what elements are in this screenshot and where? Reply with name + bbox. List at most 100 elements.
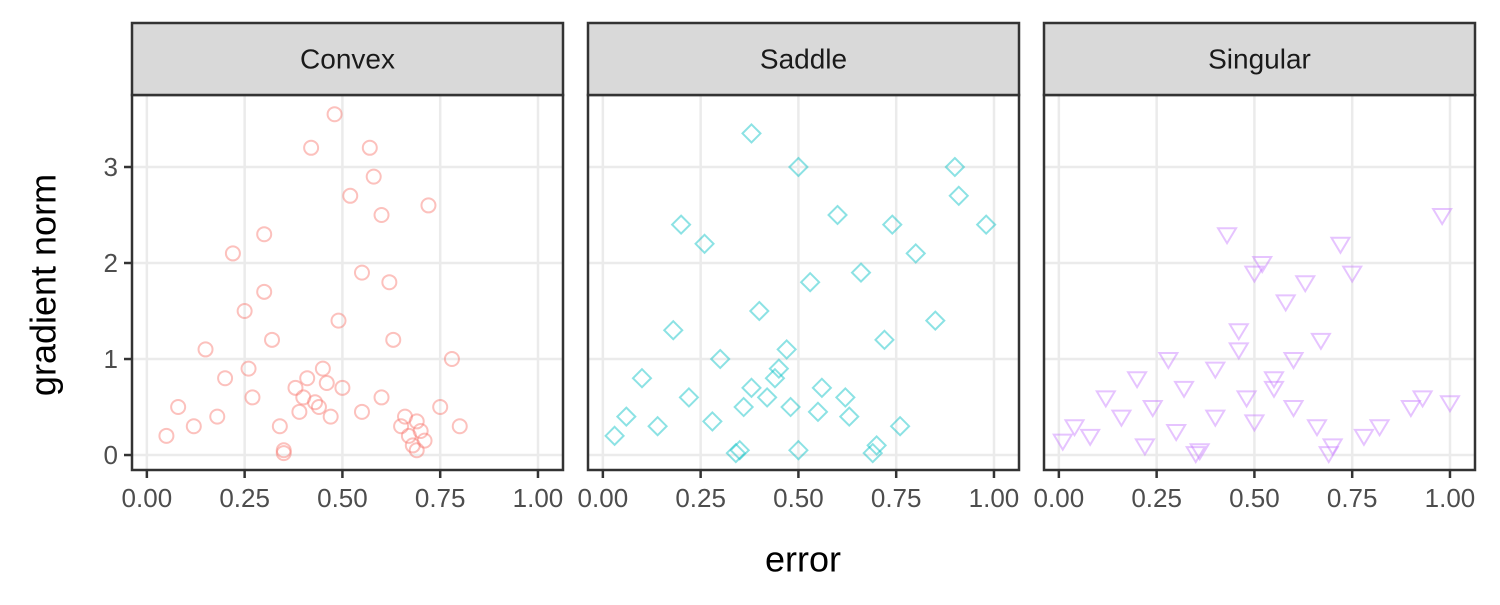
point (862, 442, 884, 464)
point (365, 168, 382, 185)
point (725, 442, 747, 464)
point (788, 156, 809, 178)
point (905, 242, 927, 264)
point (1184, 446, 1207, 465)
point (1321, 438, 1344, 457)
point (881, 214, 903, 236)
point (1243, 265, 1266, 284)
y-tick-label: 2 (104, 248, 118, 278)
point (768, 358, 790, 380)
point (432, 399, 449, 416)
x-tick-label: 0.00 (578, 483, 629, 513)
point (385, 331, 402, 348)
point (170, 399, 187, 416)
point (240, 360, 257, 377)
x-tick-label: 0.25 (219, 483, 270, 513)
point (342, 187, 359, 204)
point (1204, 409, 1227, 428)
point (834, 387, 856, 408)
point (381, 274, 398, 291)
point (217, 370, 234, 387)
point (889, 415, 911, 437)
point (244, 389, 261, 406)
x-tick-label: 0.75 (1327, 483, 1378, 513)
point (780, 396, 802, 418)
point (1368, 419, 1391, 438)
y-axis-title: gradient norm (23, 174, 64, 396)
point (412, 423, 429, 440)
point (944, 156, 966, 178)
point (1263, 371, 1285, 390)
point (1204, 361, 1227, 380)
point (1228, 342, 1250, 361)
x-axis-title: error (765, 539, 841, 580)
point (287, 379, 304, 396)
point (1157, 352, 1180, 370)
point (756, 387, 778, 408)
point (850, 262, 872, 284)
point (866, 435, 888, 456)
point (604, 425, 626, 447)
point (185, 418, 202, 435)
point (310, 399, 327, 416)
strip-label: Convex (300, 43, 395, 74)
point (1126, 371, 1148, 390)
point (275, 445, 292, 462)
point (827, 204, 848, 226)
point (615, 406, 637, 428)
point (662, 319, 684, 341)
point (1274, 294, 1297, 313)
point (838, 406, 860, 428)
point (295, 389, 312, 406)
x-tick-label: 0.25 (1131, 483, 1182, 513)
y-tick-label: 1 (104, 344, 118, 374)
point (209, 408, 226, 425)
point (807, 401, 829, 423)
point (416, 432, 433, 449)
point (1251, 256, 1274, 274)
point (788, 439, 809, 461)
point (408, 413, 425, 430)
point (1282, 400, 1305, 418)
point (307, 394, 324, 411)
point (236, 303, 253, 320)
panel-background (1044, 95, 1475, 470)
x-tick-label: 0.75 (871, 483, 922, 513)
point (1165, 424, 1187, 442)
point (748, 300, 770, 322)
point (420, 197, 437, 214)
point (275, 442, 292, 459)
point (1134, 438, 1156, 457)
point (694, 233, 715, 255)
x-tick-label: 0.00 (122, 483, 173, 513)
point (799, 271, 821, 293)
point (1341, 265, 1363, 284)
point (670, 214, 692, 236)
x-tick-label: 0.50 (773, 483, 824, 513)
point (733, 396, 755, 418)
point (1052, 433, 1074, 452)
point (353, 264, 370, 281)
point (741, 377, 762, 399)
point (224, 245, 241, 262)
point (1263, 380, 1285, 399)
point (1306, 419, 1328, 438)
point (326, 106, 343, 123)
point (1353, 428, 1375, 447)
point (1411, 390, 1434, 409)
point (709, 348, 731, 370)
point (874, 329, 895, 351)
point (1216, 227, 1238, 246)
x-tick-label: 1.00 (969, 483, 1020, 513)
point (1228, 323, 1250, 342)
point (776, 339, 798, 360)
point (1188, 443, 1211, 462)
panel: Convex 0.00 0.25 0.50 0.75 1.00 0 1 2 3 (104, 21, 565, 513)
point (741, 122, 762, 144)
point (197, 341, 214, 358)
point (158, 427, 175, 444)
point (1063, 419, 1086, 438)
point (361, 139, 378, 156)
